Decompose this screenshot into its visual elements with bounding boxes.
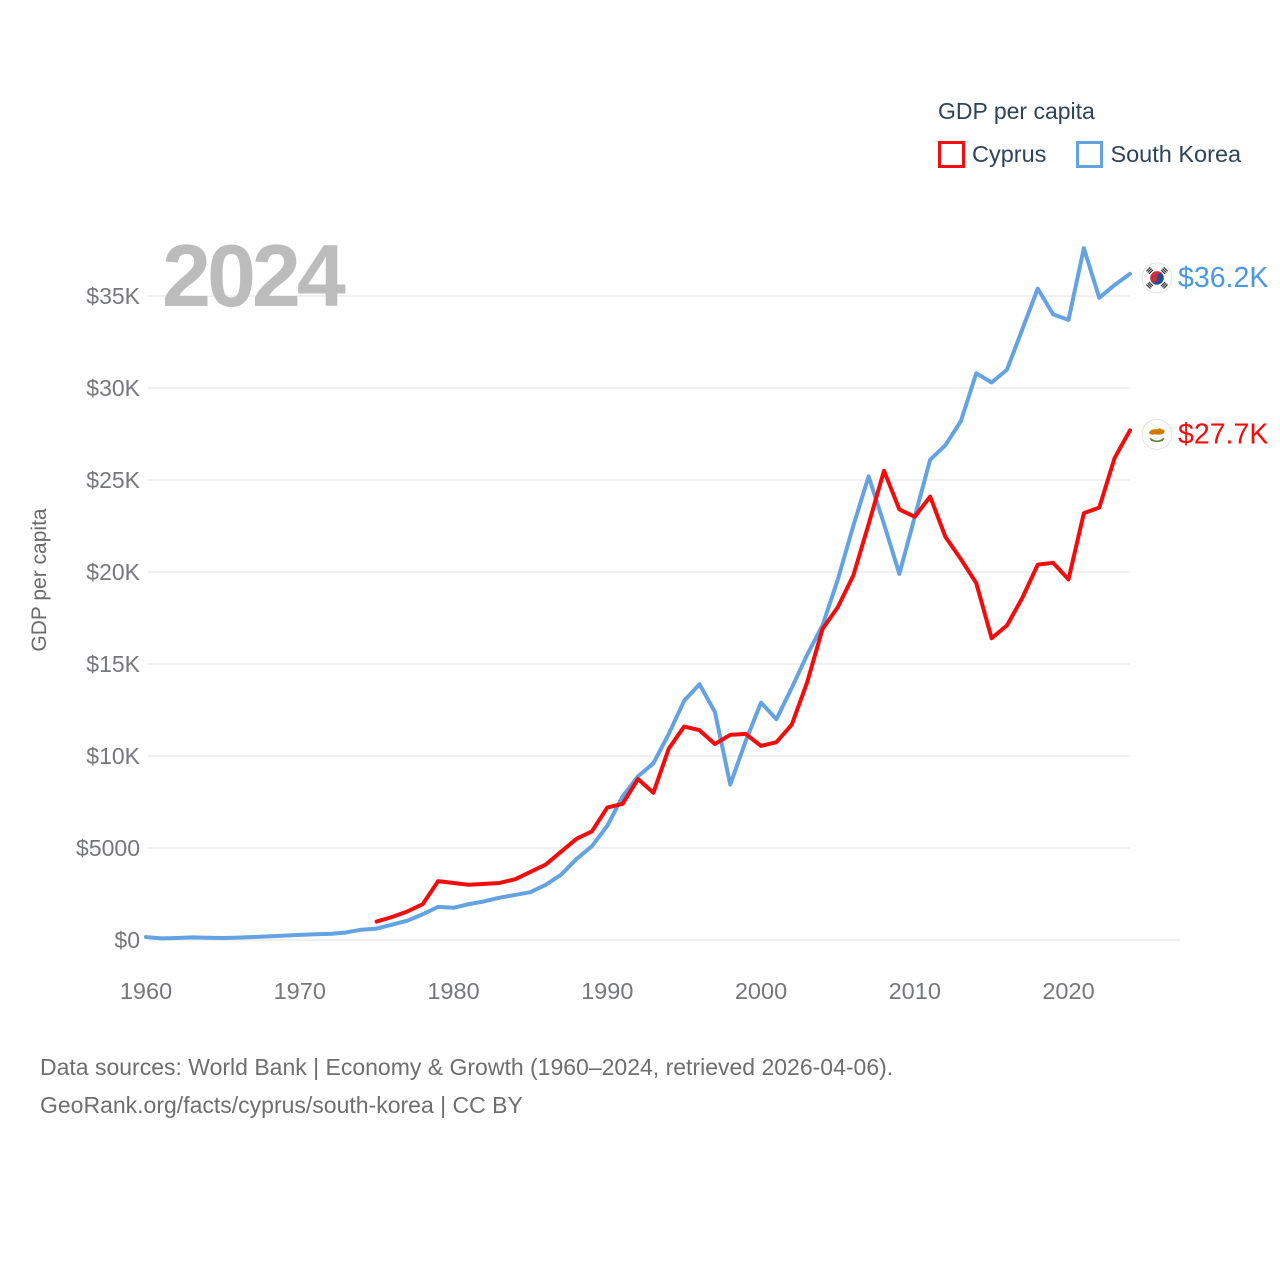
series-line-cyprus — [374, 428, 1132, 924]
south-korea-flag-icon — [1141, 262, 1173, 294]
x-tick-label: 1990 — [581, 978, 633, 1004]
watermark-year: 2024 — [162, 226, 346, 325]
cyprus-series-swatch-icon — [938, 141, 965, 168]
footer-data-sources: Data sources: World Bank | Economy & Gro… — [40, 1054, 894, 1080]
y-tick-label: $10K — [86, 743, 140, 769]
legend-label-cyprus: Cyprus — [972, 141, 1047, 167]
cyprus-flag-icon — [1141, 418, 1173, 450]
x-tick-label: 2010 — [889, 978, 941, 1004]
legend-items: Cyprus South Korea — [938, 141, 1241, 168]
x-tick-label: 1980 — [427, 978, 479, 1004]
y-tick-label: $20K — [86, 559, 140, 585]
x-tick-label: 2000 — [735, 978, 787, 1004]
x-tick-label: 1970 — [274, 978, 326, 1004]
south-korea-series-swatch-icon — [1076, 141, 1104, 168]
y-tick-label: $0 — [114, 927, 140, 953]
y-tick-label: $25K — [86, 467, 140, 493]
y-tick-label: $5000 — [76, 835, 140, 861]
end-value-label-south-korea: $36.2K — [1178, 262, 1268, 294]
x-tick-label: 1960 — [120, 978, 172, 1004]
legend-item-cyprus[interactable]: Cyprus — [938, 141, 1046, 168]
end-value-label-cyprus: $27.7K — [1178, 418, 1268, 450]
gdp-line-chart: $0 $5000 $10K $15K $20K $25K $30K $35K 1960 1970 1… — [28, 246, 1268, 1004]
legend-title: GDP per capita — [938, 98, 1095, 124]
y-tick-label: $35K — [86, 283, 140, 309]
legend-item-south-korea[interactable]: South Korea — [1076, 141, 1241, 168]
x-tick-label: 2020 — [1042, 978, 1094, 1004]
chart-legend: GDP per capita Cyprus South Korea — [938, 98, 1241, 168]
series-line-south-korea — [144, 246, 1132, 941]
footer-attribution: GeoRank.org/facts/cyprus/south-korea | C… — [40, 1092, 523, 1118]
y-tick-label: $30K — [86, 375, 140, 401]
legend-label-south-korea: South Korea — [1110, 141, 1242, 167]
chart-footer: Data sources: World Bank | Economy & Gro… — [40, 1048, 893, 1124]
y-axis-title: GDP per capita — [28, 508, 51, 652]
y-tick-label: $15K — [86, 651, 140, 677]
